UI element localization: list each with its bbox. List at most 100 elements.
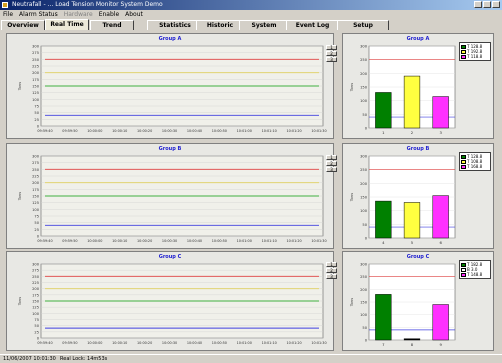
y-tick-label: 250: [360, 168, 368, 172]
x-tick-label: 2: [411, 130, 414, 135]
panel-title: Group B: [406, 146, 430, 152]
y-tick-label: 0: [37, 125, 40, 129]
tab-statistics[interactable]: Statistics: [147, 20, 203, 30]
x-tick-label: 10:01:20: [286, 239, 301, 243]
group-c-bar-panel: Group C 0 50 100 150 200 250 300 Tons 7 8 9 T 182.…: [342, 251, 494, 351]
tab-system[interactable]: System: [239, 20, 289, 30]
minimize-button[interactable]: [474, 1, 482, 8]
y-tick-label: 150: [32, 195, 40, 199]
legend-swatch: [461, 164, 466, 169]
y-axis-label: Tons: [17, 192, 22, 201]
x-tick-label: 10:00:10: [112, 239, 127, 243]
tab-event-log[interactable]: Event Log: [286, 20, 339, 30]
panel-title: Group A: [158, 36, 182, 42]
trace-button-2[interactable]: 2: [326, 51, 337, 56]
y-tick-label: 0: [37, 235, 40, 239]
legend-item: T 182.8: [461, 262, 489, 267]
y-tick-label: 150: [360, 86, 368, 90]
panel-title: Group C: [406, 254, 430, 260]
trace-button-4[interactable]: 1: [326, 155, 337, 160]
trace-button-5[interactable]: 2: [326, 161, 337, 166]
y-tick-label: 200: [360, 182, 368, 186]
y-tick-label: 300: [360, 155, 368, 159]
group-a-line-chart: 0 25 50 75 100 125 150 175 200 225 250 275 300 09:59:…: [17, 45, 327, 134]
x-tick-label: 6: [439, 240, 442, 245]
y-tick-label: 75: [34, 215, 39, 219]
y-tick-label: 100: [360, 313, 368, 317]
y-tick-label: 75: [34, 105, 39, 109]
legend-label: T 128.8: [467, 44, 483, 49]
legend-swatch: [461, 49, 466, 54]
y-tick-label: 175: [32, 188, 39, 192]
y-tick-label: 200: [360, 288, 368, 292]
menu-about[interactable]: About: [125, 11, 143, 18]
trace-button-6[interactable]: 3: [326, 167, 337, 172]
legend-item: T 108.8: [461, 159, 489, 164]
x-tick-label: 9: [439, 342, 442, 347]
window-title: Neutrafall - ... Load Tension Monitor Sy…: [12, 1, 163, 8]
legend-label: B 3.0: [467, 267, 478, 272]
bar-1: [375, 92, 392, 129]
y-tick-label: 200: [32, 181, 40, 185]
y-tick-label: 225: [32, 281, 39, 285]
y-tick-label: 300: [360, 45, 368, 49]
y-tick-label: 150: [360, 301, 368, 305]
legend-item: T 192.8: [461, 49, 489, 54]
y-axis-label: Tons: [349, 193, 354, 202]
trace-button-3[interactable]: 3: [326, 57, 337, 62]
y-tick-label: 50: [34, 324, 39, 328]
legend-item: T 128.8: [461, 154, 489, 159]
x-tick-label: 10:00:40: [187, 129, 202, 133]
bar-8: [403, 338, 421, 341]
tab-trend[interactable]: Trend: [90, 20, 134, 30]
bar-9: [432, 304, 449, 341]
x-tick-label: 8: [411, 342, 414, 347]
x-tick-label: 10:00:00: [87, 239, 102, 243]
y-tick-label: 0: [365, 339, 368, 343]
y-tick-label: 25: [34, 118, 39, 122]
x-tick-label: 10:01:30: [311, 341, 326, 345]
y-tick-label: 250: [32, 168, 40, 172]
y-tick-label: 50: [34, 221, 39, 225]
app-icon: [2, 2, 8, 8]
x-tick-label: 3: [439, 130, 442, 135]
x-tick-label: 10:00:00: [87, 129, 102, 133]
x-tick-label: 09:59:50: [62, 341, 77, 345]
x-tick-label: 1: [382, 130, 385, 135]
menu-hardware[interactable]: Hardware: [63, 11, 93, 18]
tab-real-time[interactable]: Real Time: [45, 19, 89, 30]
y-tick-label: 300: [32, 45, 40, 49]
trace-button-8[interactable]: 2: [326, 268, 337, 273]
legend-label: T 192.8: [467, 49, 483, 54]
tab-overview[interactable]: Overview: [1, 20, 45, 30]
menu-file[interactable]: File: [3, 11, 14, 18]
trace-button-1[interactable]: 1: [326, 45, 337, 50]
legend-label: T 182.8: [467, 262, 483, 267]
legend-item: T 168.8: [461, 164, 489, 169]
x-tick-label: 10:00:20: [137, 341, 152, 345]
y-tick-label: 275: [32, 51, 39, 55]
trace-button-9[interactable]: 3: [326, 274, 337, 279]
x-tick-label: 10:00:40: [187, 239, 202, 243]
y-axis-label: Tons: [17, 297, 22, 306]
y-tick-label: 300: [360, 263, 368, 267]
menu-enable[interactable]: Enable: [98, 11, 120, 18]
tab-setup[interactable]: Setup: [337, 20, 389, 30]
tab-historic[interactable]: Historic: [196, 20, 244, 30]
x-tick-label: 09:59:40: [37, 341, 52, 345]
legend-item: B 3.0: [461, 267, 489, 272]
y-tick-label: 200: [360, 72, 368, 76]
y-tick-label: 300: [32, 263, 40, 267]
legend-swatch: [461, 44, 466, 49]
y-tick-label: 275: [32, 269, 39, 273]
x-tick-label: 09:59:40: [37, 129, 52, 133]
y-tick-label: 100: [32, 98, 40, 102]
close-button[interactable]: [492, 1, 500, 8]
trace-button-7[interactable]: 1: [326, 262, 337, 267]
maximize-button[interactable]: [483, 1, 491, 8]
legend-swatch: [461, 272, 466, 277]
legend-swatch: [461, 262, 466, 267]
y-tick-label: 50: [34, 111, 39, 115]
group-a-trend-panel: Group A 0 25 50 75 100 125 150 175 200 225 250 275 3…: [6, 33, 334, 139]
menu-alarm-status[interactable]: Alarm Status: [19, 11, 58, 18]
